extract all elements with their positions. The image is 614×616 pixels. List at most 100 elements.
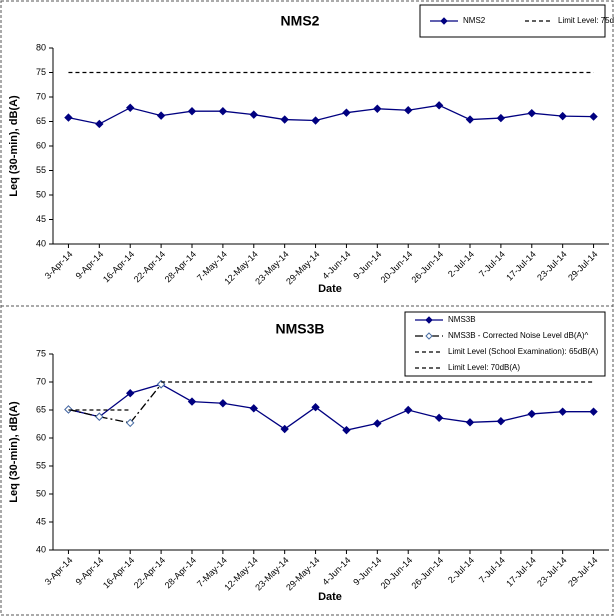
data-point: [373, 419, 382, 428]
x-tick-label: 17-Jul-14: [504, 249, 538, 283]
chart-title: NMS3B: [275, 321, 324, 337]
y-tick-label: 50: [36, 488, 46, 498]
series-line: [68, 383, 594, 431]
legend-label: NMS3B - Corrected Noise Level dB(A)^: [448, 331, 588, 340]
y-tick-label: 40: [36, 238, 46, 248]
x-tick-label: 7-Jul-14: [477, 555, 507, 585]
series-line: [68, 104, 594, 125]
data-point: [126, 388, 135, 398]
data-point: [527, 409, 536, 419]
data-point: [249, 404, 258, 413]
x-tick-label: 28-Apr-14: [163, 249, 198, 284]
data-point: [311, 116, 320, 125]
data-point: [496, 113, 506, 123]
data-point: [342, 108, 351, 117]
data-point: [465, 418, 475, 427]
x-tick-label: 26-Jun-14: [409, 249, 445, 285]
x-tick-label: 2-Jul-14: [446, 249, 476, 279]
x-tick-label: 4-Jun-14: [320, 555, 352, 587]
x-tick-label: 20-Jun-14: [379, 555, 415, 591]
x-tick-label: 28-Apr-14: [163, 555, 198, 590]
y-axis-title: Leq (30-min), dB(A): [8, 95, 20, 197]
y-tick-label: 75: [36, 348, 46, 358]
x-tick-label: 3-Apr-14: [43, 555, 75, 587]
data-point: [373, 104, 382, 113]
legend-label: NMS3B: [448, 315, 476, 324]
x-tick-label: 3-Apr-14: [43, 249, 75, 281]
x-tick-label: 9-Apr-14: [74, 249, 106, 281]
x-tick-label: 7-Jul-14: [477, 249, 507, 279]
chart-title: NMS2: [281, 13, 320, 29]
data-point: [589, 407, 598, 416]
data-point: [64, 113, 73, 122]
data-point: [280, 424, 289, 434]
data-point: [434, 413, 444, 423]
x-tick-label: 29-May-14: [284, 249, 321, 286]
data-point: [311, 402, 320, 412]
data-point: [404, 405, 413, 415]
y-tick-label: 60: [36, 140, 46, 150]
data-point: [589, 112, 598, 121]
y-axis-title: Leq (30-min), dB(A): [8, 401, 20, 503]
x-tick-label: 2-Jul-14: [446, 555, 476, 585]
y-tick-label: 50: [36, 189, 46, 199]
data-point: [465, 115, 475, 124]
x-tick-label: 20-Jun-14: [379, 249, 415, 285]
data-point: [218, 107, 228, 116]
x-tick-label: 22-Apr-14: [132, 555, 167, 590]
x-tick-label: 29-Jul-14: [566, 555, 600, 589]
y-tick-label: 60: [36, 432, 46, 442]
legend-marker: [425, 316, 433, 324]
x-tick-label: 16-Apr-14: [101, 249, 136, 284]
y-tick-label: 80: [36, 42, 46, 52]
y-tick-label: 65: [36, 404, 46, 414]
data-point: [218, 399, 228, 408]
y-tick-label: 40: [36, 544, 46, 554]
y-tick-label: 45: [36, 516, 46, 526]
data-point: [558, 407, 567, 416]
data-point: [558, 111, 567, 121]
data-point: [126, 103, 135, 112]
y-tick-label: 55: [36, 460, 46, 470]
x-tick-label: 16-Apr-14: [101, 555, 136, 590]
x-axis-title: Date: [318, 283, 342, 295]
legend-label: Limit Level: 70dB(A): [448, 363, 520, 372]
data-point: [496, 416, 506, 426]
series-line: [68, 383, 162, 424]
x-tick-label: 29-Jul-14: [566, 249, 600, 283]
legend-marker: [440, 17, 448, 25]
data-point: [434, 101, 444, 110]
x-tick-label: 4-Jun-14: [320, 249, 352, 281]
data-point: [64, 405, 73, 414]
data-point: [95, 412, 104, 421]
x-tick-label: 17-Jul-14: [504, 555, 538, 589]
x-tick-label: 22-Apr-14: [132, 249, 167, 284]
data-point: [126, 418, 135, 428]
x-axis-title: Date: [318, 591, 342, 603]
x-tick-label: 23-Jul-14: [535, 249, 569, 283]
data-point: [95, 119, 104, 129]
x-tick-label: 26-Jun-14: [409, 555, 445, 591]
data-point: [187, 107, 197, 116]
legend-marker: [425, 332, 433, 340]
x-tick-label: 23-Jul-14: [535, 555, 569, 589]
y-tick-label: 45: [36, 214, 46, 224]
data-point: [404, 106, 413, 115]
y-tick-label: 70: [36, 376, 46, 386]
data-point: [527, 108, 536, 118]
legend-label: Limit Level: 75dB(A): [558, 16, 614, 25]
legend-label: NMS2: [463, 16, 486, 25]
y-tick-label: 65: [36, 116, 46, 126]
legend-label: Limit Level (School Examination): 65dB(A…: [448, 347, 599, 356]
y-tick-label: 75: [36, 67, 46, 77]
data-point: [342, 425, 351, 435]
data-point: [156, 111, 166, 120]
data-point: [249, 110, 258, 119]
y-tick-label: 70: [36, 91, 46, 101]
legend-box: [404, 311, 606, 377]
y-tick-label: 55: [36, 165, 46, 175]
data-point: [280, 115, 289, 124]
x-tick-label: 9-Apr-14: [74, 555, 106, 587]
